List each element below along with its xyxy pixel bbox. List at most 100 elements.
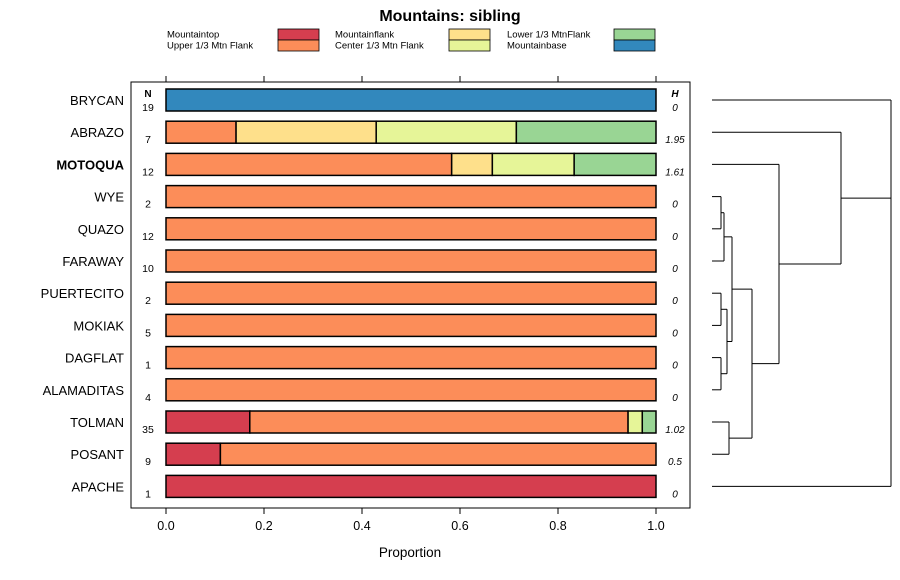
row-label: WYE <box>94 190 124 205</box>
bar-segment-center-1-3-mtn-flank <box>491 152 575 177</box>
bar-segment-mountainbase <box>165 88 657 112</box>
row-h-value: 0 <box>672 200 678 211</box>
dendrogram <box>712 99 892 487</box>
row-n-value: 19 <box>142 102 154 114</box>
row-n-value: 12 <box>142 166 154 178</box>
row-label: ABRAZO <box>71 125 124 140</box>
chart-title: Mountains: sibling <box>379 8 520 25</box>
bar-segment-lower-1-3-mtnflank <box>515 120 657 144</box>
legend-swatch-mountainflank <box>448 28 491 41</box>
bar-segment-upper-1-3-mtn-flank <box>165 120 237 144</box>
row-h-value: 0 <box>672 361 678 372</box>
row-dagflat: DAGFLAT 1 0 <box>65 345 678 372</box>
bar-segment-upper-1-3-mtn-flank <box>165 217 657 241</box>
row-label: TOLMAN <box>70 415 124 430</box>
legend-label-mountainflank: Mountainflank <box>335 30 394 41</box>
row-motoqua: MOTOQUA 12 1.61 <box>56 152 685 178</box>
bar-segment-mountainflank <box>235 120 377 144</box>
x-tick-label: 0.4 <box>353 519 370 533</box>
row-h-value: 1.61 <box>665 167 684 178</box>
row-h-value: 0 <box>672 103 678 114</box>
x-axis-title: Proportion <box>379 545 441 560</box>
bar-segment-upper-1-3-mtn-flank <box>165 313 657 338</box>
row-h-value: 0.5 <box>668 457 682 468</box>
x-tick-label: 0.6 <box>451 519 468 533</box>
row-h-value: 0 <box>672 232 678 243</box>
row-label: DAGFLAT <box>65 351 124 366</box>
bar-segment-upper-1-3-mtn-flank <box>165 281 657 305</box>
legend-swatch-lower-1-3-mtnflank <box>613 28 656 41</box>
row-brycan: BRYCAN 19 0 <box>70 88 678 114</box>
bar-segment-mountainflank <box>450 152 494 177</box>
row-label: POSANT <box>71 447 125 462</box>
row-n-value: 7 <box>145 134 151 146</box>
row-n-value: 9 <box>145 456 151 468</box>
row-apache: APACHE 1 0 <box>72 474 678 500</box>
row-h-value: 0 <box>672 328 678 339</box>
row-label: ALAMADITAS <box>43 383 125 398</box>
row-h-value: 1.95 <box>665 135 685 146</box>
legend-label-mountainbase: Mountainbase <box>507 41 567 52</box>
row-alamaditas: ALAMADITAS 4 0 <box>43 378 678 404</box>
row-label: APACHE <box>72 479 125 494</box>
legend-label-upper-1-3-mtn-flank: Upper 1/3 Mtn Flank <box>167 41 253 52</box>
row-n-value: 2 <box>145 295 151 307</box>
x-axis: 0.0 0.2 0.4 0.6 0.8 1.0 <box>157 76 665 533</box>
legend-swatch-upper-1-3-mtn-flank <box>277 39 320 52</box>
row-tolman: TOLMAN 35 1.02 <box>70 410 685 436</box>
row-label: QUAZO <box>78 222 124 237</box>
row-n-value: 1 <box>145 360 151 372</box>
bar-segment-center-1-3-mtn-flank <box>375 120 518 144</box>
row-n-value: 5 <box>145 327 151 339</box>
row-faraway: FARAWAY 10 0 <box>62 249 678 275</box>
bar-segment-mountaintop <box>165 474 657 499</box>
row-h-value: 0 <box>672 489 678 500</box>
row-n-value: 10 <box>142 263 154 275</box>
row-n-value: 35 <box>142 424 154 436</box>
x-tick-label: 0.8 <box>549 519 566 533</box>
row-quazo: QUAZO 12 0 <box>78 217 678 243</box>
legend-label-mountaintop: Mountaintop <box>167 30 219 41</box>
bar-segment-upper-1-3-mtn-flank <box>249 410 629 434</box>
x-tick-label: 0.2 <box>255 519 272 533</box>
row-h-value: 0 <box>672 393 678 404</box>
legend-swatch-center-1-3-mtn-flank <box>448 39 491 52</box>
n-column-header: N <box>144 89 151 100</box>
row-h-value: 0 <box>672 264 678 275</box>
row-h-value: 0 <box>672 296 678 307</box>
h-column-header: H <box>671 89 679 100</box>
legend-label-center-1-3-mtn-flank: Center 1/3 Mtn Flank <box>335 41 424 52</box>
row-mokiak: MOKIAK 5 0 <box>73 313 678 339</box>
legend-label-lower-1-3-mtnflank: Lower 1/3 MtnFlank <box>507 30 591 41</box>
row-puertecito: PUERTECITO 2 0 <box>41 281 678 307</box>
legend-swatch-mountaintop <box>277 28 320 41</box>
row-n-value: 1 <box>145 488 151 500</box>
bar-segment-lower-1-3-mtnflank <box>573 152 657 177</box>
bar-segment-upper-1-3-mtn-flank <box>165 345 657 370</box>
bar-segment-upper-1-3-mtn-flank <box>165 152 453 177</box>
bar-segment-mountaintop <box>165 410 251 434</box>
row-label: BRYCAN <box>70 93 124 108</box>
bar-segment-mountaintop <box>165 442 222 466</box>
row-posant: POSANT 9 0.5 <box>71 442 682 468</box>
row-label: PUERTECITO <box>41 286 124 301</box>
bar-segment-upper-1-3-mtn-flank <box>165 378 657 402</box>
row-label: FARAWAY <box>62 254 124 269</box>
row-wye: WYE 2 0 <box>94 184 678 211</box>
row-h-value: 1.02 <box>665 425 685 436</box>
legend-swatch-mountainbase <box>613 39 656 52</box>
row-abrazo: ABRAZO 7 1.95 <box>71 120 685 146</box>
row-n-value: 4 <box>145 392 151 404</box>
row-label: MOKIAK <box>73 318 124 333</box>
row-label: MOTOQUA <box>56 157 124 172</box>
x-tick-label: 0.0 <box>157 519 174 533</box>
bar-segment-upper-1-3-mtn-flank <box>219 442 657 466</box>
bar-segment-upper-1-3-mtn-flank <box>165 184 657 209</box>
plot-frame <box>130 81 691 509</box>
bar-segment-upper-1-3-mtn-flank <box>165 249 657 273</box>
x-tick-label: 1.0 <box>647 519 664 533</box>
row-n-value: 12 <box>142 231 154 243</box>
